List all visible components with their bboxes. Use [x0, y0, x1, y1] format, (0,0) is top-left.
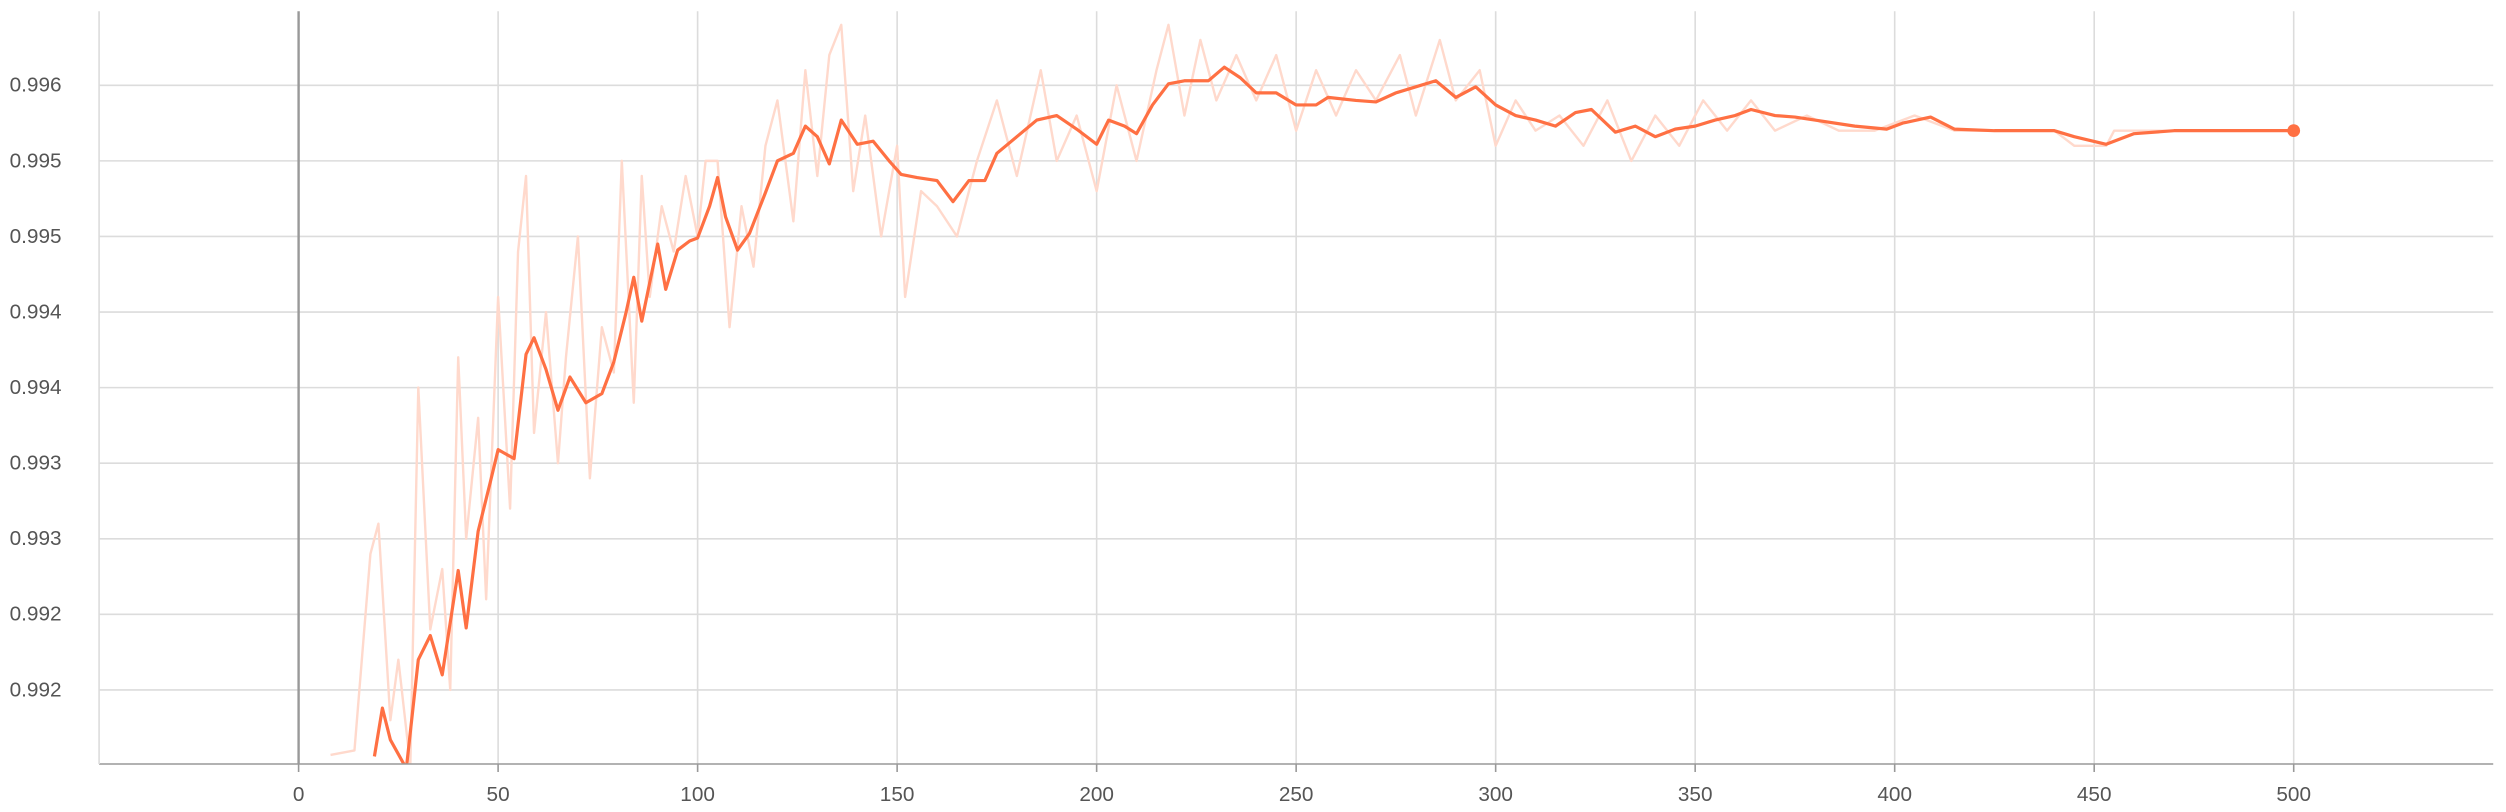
x-tick-label: 250 [1279, 783, 1314, 806]
raw-line [330, 23, 2294, 765]
x-tick-label: 0 [293, 783, 305, 806]
y-tick-label: 0.995 [10, 149, 62, 172]
y-tick-label: 0.993 [10, 452, 62, 475]
x-tick-label: 400 [1877, 783, 1912, 806]
x-tick-label: 100 [680, 783, 715, 806]
y-tick-label: 0.994 [10, 300, 62, 323]
y-tick-label: 0.992 [10, 603, 62, 626]
x-tick-label: 500 [2276, 783, 2311, 806]
axes: 0.992 0.992 0.993 0.993 0.994 0.994 0.995 0.995… [10, 11, 2494, 806]
x-tick-label: 50 [487, 783, 510, 806]
x-tick-label: 300 [1478, 783, 1513, 806]
last-point [2287, 124, 2301, 138]
smoothed-line [372, 65, 2294, 765]
y-tick-label: 0.992 [10, 678, 62, 701]
y-tick-label: 0.993 [10, 527, 62, 550]
plot-area [330, 23, 2294, 765]
x-tick-label: 200 [1079, 783, 1114, 806]
x-tick-label: 450 [2077, 783, 2112, 806]
y-tick-label: 0.994 [10, 376, 62, 399]
x-tick-label: 150 [880, 783, 915, 806]
x-tick-label: 350 [1678, 783, 1713, 806]
y-tick-label: 0.996 [10, 74, 62, 97]
y-tick-label: 0.995 [10, 225, 62, 248]
